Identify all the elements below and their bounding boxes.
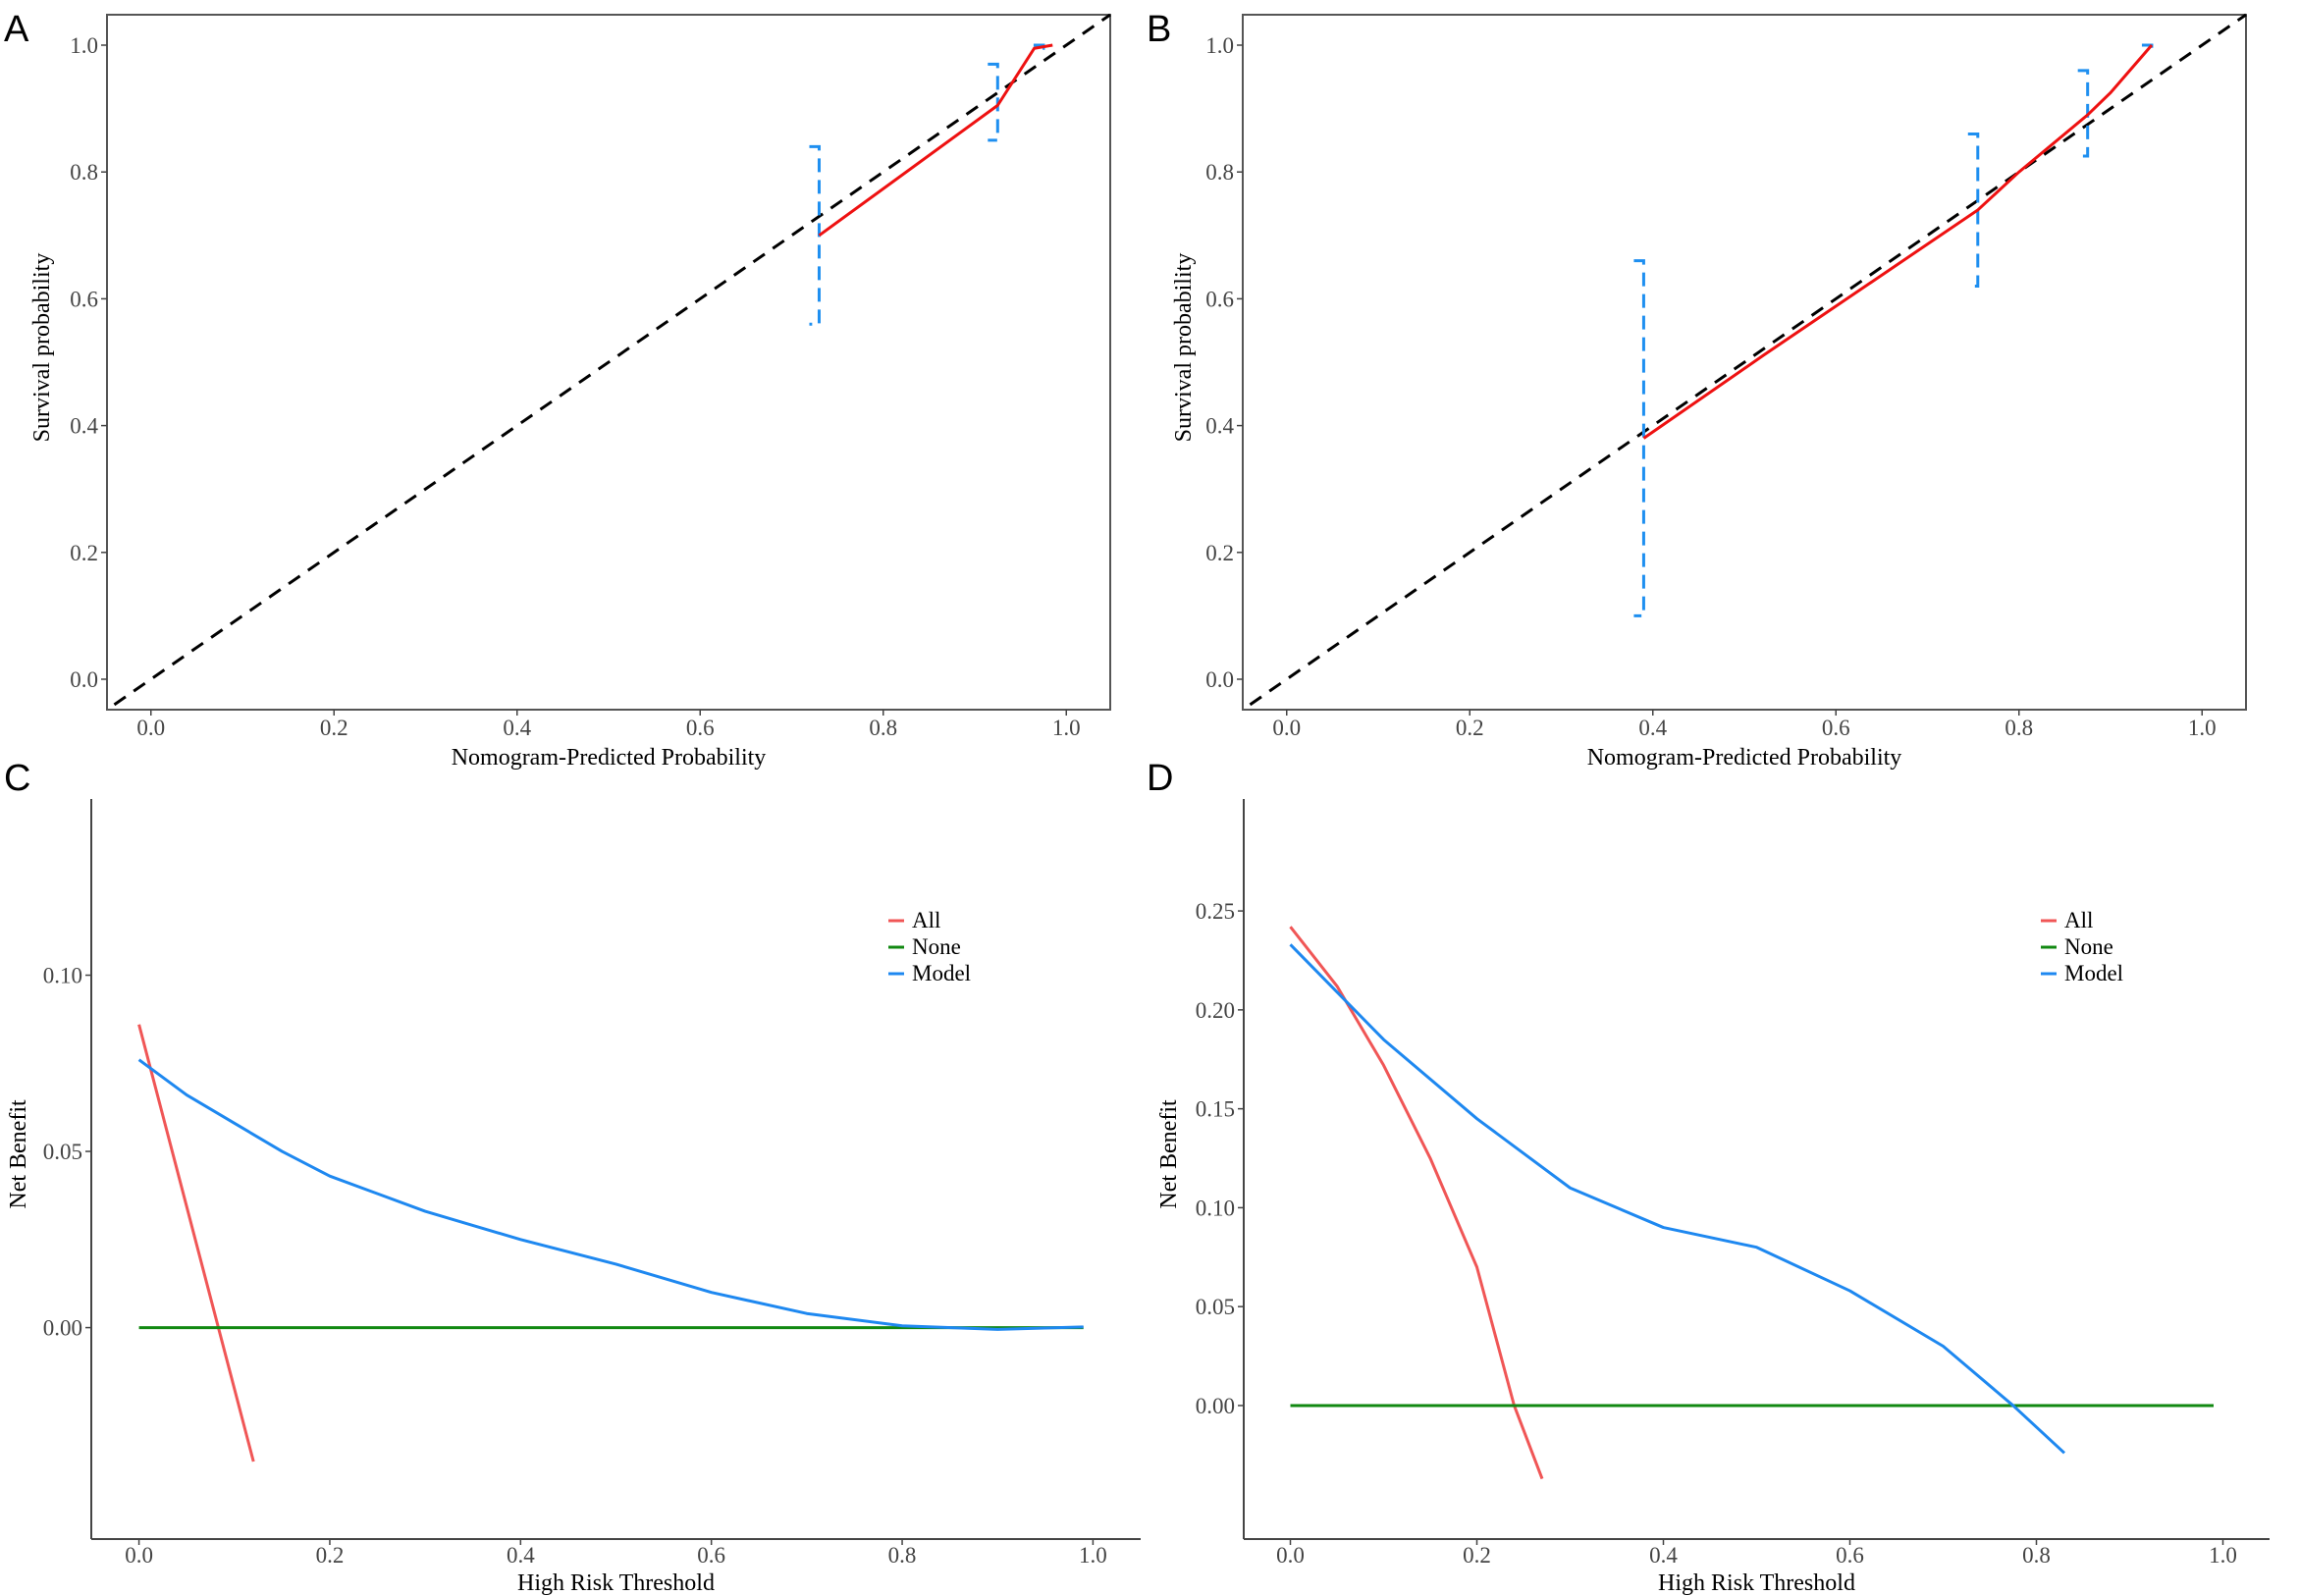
y-axis-label: Survival probability	[1171, 253, 1197, 443]
y-tick-label: 0.10	[1196, 1196, 1235, 1220]
legend-label: None	[2064, 934, 2113, 959]
y-tick-label: 0.2	[70, 541, 98, 565]
x-tick-label: 0.4	[1638, 716, 1667, 740]
y-tick-label: 0.2	[1205, 541, 1234, 565]
ideal-diagonal-line	[1249, 13, 2247, 707]
x-tick-label: 0.0	[1276, 1543, 1305, 1568]
x-tick-label: 0.2	[1463, 1543, 1491, 1568]
x-tick-label: 0.4	[503, 716, 531, 740]
x-tick-label: 0.6	[697, 1543, 725, 1568]
x-tick-label: 0.0	[136, 716, 165, 740]
x-tick-label: 0.8	[2022, 1543, 2051, 1568]
x-tick-label: 0.6	[1822, 716, 1850, 740]
y-tick-label: 0.05	[43, 1140, 82, 1164]
x-axis-label: Nomogram-Predicted Probability	[1587, 745, 1902, 771]
x-tick-label: 0.6	[686, 716, 715, 740]
y-tick-label: 0.00	[43, 1316, 82, 1341]
x-axis-label: High Risk Threshold	[517, 1570, 715, 1596]
y-tick-label: 1.0	[1205, 33, 1234, 58]
x-tick-label: 1.0	[1079, 1543, 1107, 1568]
y-tick-label: 0.05	[1196, 1295, 1235, 1319]
y-tick-label: 0.8	[70, 160, 98, 185]
legend-label: Model	[2064, 961, 2123, 985]
x-tick-label: 0.0	[125, 1543, 153, 1568]
x-tick-label: 0.2	[316, 1543, 345, 1568]
x-tick-label: 0.4	[507, 1543, 535, 1568]
y-axis-label: Net Benefit	[6, 1099, 31, 1209]
y-axis-label: Survival probability	[29, 253, 55, 443]
series-line-all	[1289, 926, 1544, 1480]
y-tick-label: 0.6	[1205, 287, 1234, 311]
y-tick-label: 0.4	[1205, 414, 1234, 439]
series-line-model	[1289, 943, 2066, 1455]
y-tick-label: 0.10	[43, 964, 82, 988]
y-tick-label: 0.4	[70, 414, 98, 439]
x-tick-label: 0.8	[888, 1543, 917, 1568]
panel-letter: A	[4, 9, 29, 50]
y-tick-label: 0.20	[1196, 998, 1235, 1023]
error-bar	[988, 62, 999, 142]
legend-label: All	[912, 908, 940, 932]
x-tick-label: 0.2	[320, 716, 348, 740]
x-tick-label: 0.8	[869, 716, 897, 740]
plot-border	[1242, 14, 2247, 711]
legend-label: All	[2064, 908, 2093, 932]
calibration-line	[1642, 44, 2154, 440]
x-tick-label: 1.0	[2209, 1543, 2237, 1568]
panel-b: B 0.0 0.2 0.4 0.6 0.8 1.0 0.0 0.2 0.4 0.6 0.8 1.0 Nom…	[1147, 9, 2247, 771]
x-tick-label: 1.0	[1052, 716, 1081, 740]
error-bar	[1633, 259, 1645, 617]
x-tick-label: 0.8	[2005, 716, 2033, 740]
panel-letter: D	[1147, 758, 1173, 799]
legend-label: None	[912, 934, 961, 959]
plot-border	[106, 14, 1111, 711]
y-tick-label: 0.0	[70, 667, 98, 692]
legend-label: Model	[912, 961, 971, 985]
series-line-all	[137, 1024, 255, 1463]
y-tick-label: 0.6	[70, 287, 98, 311]
x-tick-label: 1.0	[2188, 716, 2217, 740]
y-axis-label: Net Benefit	[1156, 1099, 1182, 1209]
error-bar	[1967, 132, 1980, 288]
error-bar	[2077, 69, 2090, 158]
x-axis-label: Nomogram-Predicted Probability	[452, 745, 767, 771]
series-line-model	[137, 1058, 1084, 1331]
panel-c: C 0.0 0.2 0.4 0.6 0.8 1.0 0.00 0.05 0.10 High Risk…	[4, 758, 1141, 1596]
panel-a: A 0.0 0.2 0.4 0.6 0.8 1.0 0.0 0.2 0.4 0.6 0.8 1.0 Nom…	[4, 9, 1111, 771]
y-tick-label: 0.00	[1196, 1394, 1235, 1418]
panel-letter: B	[1147, 9, 1171, 50]
x-axis-label: High Risk Threshold	[1658, 1570, 1855, 1596]
panel-d: D 0.0 0.2 0.4 0.6 0.8 1.0 0.00 0.05 0.10 0.15 0.20 0…	[1147, 758, 2270, 1596]
x-tick-label: 0.0	[1272, 716, 1301, 740]
y-tick-label: 0.8	[1205, 160, 1234, 185]
panel-letter: C	[4, 758, 30, 799]
x-tick-label: 0.4	[1649, 1543, 1678, 1568]
error-bar	[809, 144, 821, 326]
y-tick-label: 1.0	[70, 33, 98, 58]
y-tick-label: 0.15	[1196, 1097, 1235, 1122]
calibration-line	[818, 43, 1053, 238]
x-tick-label: 0.2	[1456, 716, 1484, 740]
ideal-diagonal-line	[113, 13, 1111, 707]
y-tick-label: 0.25	[1196, 899, 1235, 924]
y-tick-label: 0.0	[1205, 667, 1234, 692]
x-tick-label: 0.6	[1836, 1543, 1864, 1568]
